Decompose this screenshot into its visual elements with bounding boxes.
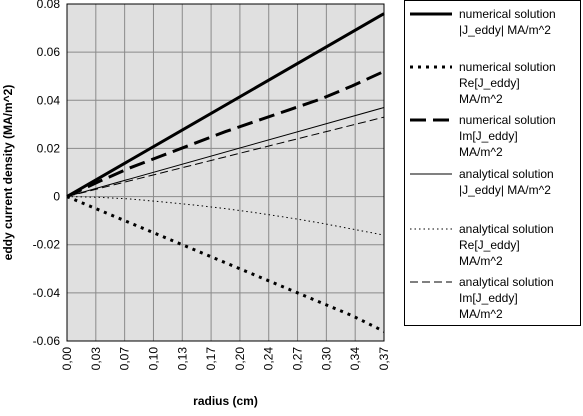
y-tick-label: 0 bbox=[53, 190, 60, 204]
x-tick-label: 0,13 bbox=[175, 347, 189, 371]
legend-label-3: MA/m^2 bbox=[459, 145, 503, 159]
y-tick-label: -0.06 bbox=[33, 334, 61, 348]
x-tick-label: 0,20 bbox=[233, 347, 247, 371]
legend-label-6: analytical solution bbox=[459, 275, 554, 289]
y-tick-label: 0.06 bbox=[37, 45, 61, 59]
legend-label-3: Im[J_eddy] bbox=[459, 129, 518, 143]
legend-label-1: numerical solution bbox=[459, 7, 556, 21]
x-tick-label: 0,27 bbox=[291, 347, 305, 371]
x-tick-labels: 0,00 0,03 0,07 0,10 0,13 0,17 0,20 0,24 0,27 0,30… bbox=[60, 347, 391, 371]
plot-area bbox=[67, 4, 384, 341]
x-tick-label: 0,34 bbox=[348, 347, 362, 371]
y-tick-label: -0.02 bbox=[33, 238, 61, 252]
legend-label-6: MA/m^2 bbox=[459, 307, 503, 321]
series-layer bbox=[66, 12, 385, 333]
series-line-4 bbox=[66, 107, 385, 198]
x-tick-label: 0,30 bbox=[319, 347, 333, 371]
legend-label-1: |J_eddy| MA/m^2 bbox=[459, 23, 551, 37]
legend-label-4: analytical solution bbox=[459, 167, 554, 181]
plot-border bbox=[66, 3, 385, 342]
x-tick-label: 0,17 bbox=[204, 347, 218, 371]
series-line-5 bbox=[66, 196, 385, 236]
x-tick-label: 0,00 bbox=[60, 347, 74, 371]
legend-label-5: MA/m^2 bbox=[459, 254, 503, 268]
x-tick-label: 0,24 bbox=[262, 347, 276, 371]
x-tick-label: 0,03 bbox=[89, 347, 103, 371]
legend-label-4: |J_eddy| MA/m^2 bbox=[459, 183, 551, 197]
grid-layer bbox=[67, 3, 384, 342]
series-line-3 bbox=[66, 70, 385, 198]
series-line-1 bbox=[66, 12, 385, 198]
y-tick-label: 0.02 bbox=[37, 141, 61, 155]
series-line-2 bbox=[66, 195, 385, 333]
y-tick-label: 0.08 bbox=[37, 0, 61, 11]
y-tick-label: 0.04 bbox=[37, 93, 61, 107]
legend: numerical solution |J_eddy| MA/m^2 numeric… bbox=[404, 0, 581, 326]
legend-label-5: analytical solution bbox=[459, 222, 554, 236]
x-tick-label: 0,37 bbox=[377, 347, 391, 371]
legend-label-6: Im[J_eddy] bbox=[459, 291, 518, 305]
legend-label-2: Re[J_eddy] bbox=[459, 76, 520, 90]
x-axis-title: radius (cm) bbox=[193, 394, 258, 408]
series-line-6 bbox=[66, 116, 385, 198]
y-tick-labels: 0.08 0.06 0.04 0.02 0 -0.02 -0.04 -0.06 bbox=[33, 0, 61, 348]
legend-label-3: numerical solution bbox=[459, 113, 556, 127]
legend-label-2: MA/m^2 bbox=[459, 92, 503, 106]
legend-box bbox=[404, 0, 581, 326]
y-tick-label: -0.04 bbox=[33, 286, 61, 300]
legend-label-5: Re[J_eddy] bbox=[459, 238, 520, 252]
x-tick-label: 0,10 bbox=[146, 347, 160, 371]
legend-label-2: numerical solution bbox=[459, 60, 556, 74]
x-tick-label: 0,07 bbox=[118, 347, 132, 371]
y-axis-title: eddy current density (MA/m^2) bbox=[1, 85, 15, 261]
